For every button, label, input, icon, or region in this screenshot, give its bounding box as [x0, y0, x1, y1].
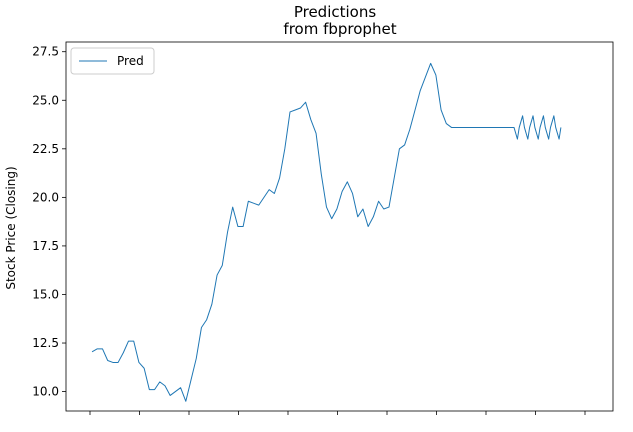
y-tick-label: 27.5: [32, 45, 59, 59]
y-tick-label: 10.0: [32, 385, 59, 399]
y-tick-label: 12.5: [32, 336, 59, 350]
y-tick-label: 17.5: [32, 239, 59, 253]
y-tick-label: 22.5: [32, 142, 59, 156]
series-layer: [91, 62, 562, 402]
legend: Pred: [70, 47, 155, 75]
legend-box: [70, 47, 155, 75]
x-axis-ticks: [89, 411, 586, 415]
chart-title-line-2: from fbprophet: [283, 20, 396, 38]
legend-label-pred: Pred: [117, 54, 144, 68]
chart-title-line-1: Predictions: [294, 3, 377, 21]
y-axis-label: Stock Price (Closing): [4, 166, 18, 289]
y-tick-label: 20.0: [32, 190, 59, 204]
y-tick-label: 15.0: [32, 287, 59, 301]
y-tick-label: 25.0: [32, 93, 59, 107]
plot-frame: [65, 41, 614, 412]
y-axis-ticks: 10.0 12.5 15.0 17.5 20.0 22.5 25.0 27.5: [32, 45, 66, 399]
series-line-pred: [91, 62, 562, 402]
